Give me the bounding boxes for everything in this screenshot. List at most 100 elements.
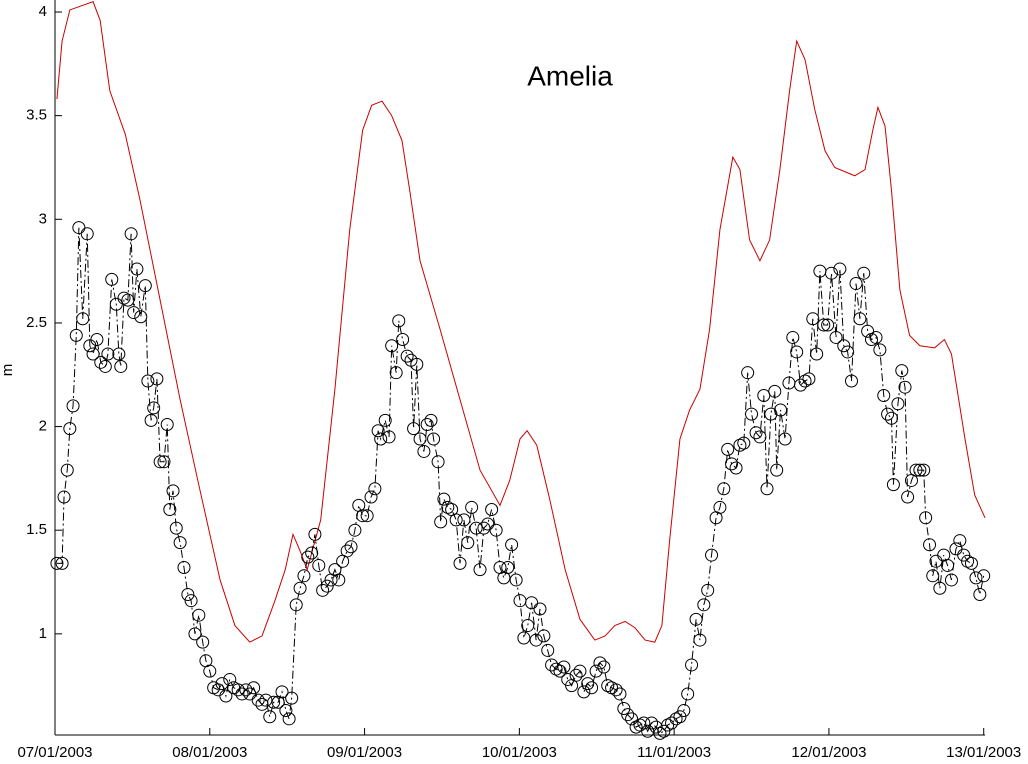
data-point (810, 347, 824, 361)
data-point (589, 664, 603, 678)
data-point (431, 455, 445, 469)
data-point (645, 716, 659, 730)
data-point (469, 521, 483, 535)
data-point (434, 515, 448, 529)
data-point (60, 463, 74, 477)
data-point (969, 571, 983, 585)
data-point (55, 556, 69, 570)
y-tick-label: 3.5 (26, 107, 47, 124)
data-point (157, 455, 171, 469)
data-point (881, 407, 895, 421)
data-point (144, 413, 158, 427)
data-point (621, 708, 635, 722)
data-point (857, 266, 871, 280)
data-point (247, 681, 261, 695)
data-point (461, 536, 475, 550)
data-point (316, 583, 330, 597)
data-point (884, 411, 898, 425)
data-point (192, 608, 206, 622)
data-point (457, 513, 471, 527)
data-point (873, 343, 887, 357)
data-point (340, 544, 354, 558)
data-point (173, 536, 187, 550)
data-point (121, 293, 135, 307)
data-point (895, 364, 909, 378)
data-point (625, 712, 639, 726)
data-point (717, 482, 731, 496)
y-tick-label: 2 (39, 418, 47, 435)
data-point (297, 569, 311, 583)
data-point (802, 372, 816, 386)
data-point (160, 418, 174, 432)
data-point (749, 426, 763, 440)
data-point (701, 583, 715, 597)
data-point (929, 554, 943, 568)
data-point (909, 463, 923, 477)
data-point (127, 306, 141, 320)
data-point (665, 716, 679, 730)
chart-title: Amelia (527, 60, 613, 91)
x-tick-label: 07/01/2003 (17, 744, 92, 761)
data-point (389, 366, 403, 380)
data-point (849, 277, 863, 291)
data-point (953, 534, 967, 548)
data-point (63, 422, 77, 436)
data-point (392, 314, 406, 328)
data-point (529, 633, 543, 647)
data-point (933, 581, 947, 595)
data-point (203, 664, 217, 678)
data-point (263, 710, 277, 724)
x-tick-label: 12/01/2003 (791, 744, 866, 761)
data-point (134, 310, 148, 324)
data-point (86, 347, 100, 361)
data-point (641, 724, 655, 738)
data-point (593, 656, 607, 670)
data-point (105, 272, 119, 286)
data-point (364, 490, 378, 504)
data-point (537, 629, 551, 643)
data-point (72, 221, 86, 235)
data-point (374, 432, 388, 446)
data-point (382, 430, 396, 444)
x-tick-label: 09/01/2003 (327, 744, 402, 761)
data-point (481, 517, 495, 531)
data-point (344, 540, 358, 554)
data-point (141, 374, 155, 388)
data-point (561, 672, 575, 686)
data-point (473, 563, 487, 577)
data-point (705, 548, 719, 562)
data-point (760, 482, 774, 496)
data-point (308, 527, 322, 541)
data-point (741, 366, 755, 380)
data-point (609, 683, 623, 697)
data-point (465, 500, 479, 514)
data-point (196, 635, 210, 649)
x-tick-label: 08/01/2003 (172, 744, 247, 761)
data-point (977, 569, 991, 583)
data-point (301, 550, 315, 564)
data-point (427, 432, 441, 446)
data-point (837, 339, 851, 353)
data-point (90, 333, 104, 347)
data-point (737, 436, 751, 450)
data-point (305, 546, 319, 560)
data-point (545, 658, 559, 672)
data-point (177, 561, 191, 575)
data-point (163, 502, 177, 516)
data-point (188, 627, 202, 641)
x-tick-label: 11/01/2003 (637, 744, 711, 761)
data-point (898, 380, 912, 394)
data-point (677, 704, 691, 718)
data-point (673, 710, 687, 724)
data-point (275, 685, 289, 699)
data-point (919, 511, 933, 525)
data-point (420, 418, 434, 432)
data-point (360, 509, 374, 523)
data-point (877, 388, 891, 402)
data-point (332, 573, 346, 587)
data-point (917, 463, 931, 477)
data-point (973, 587, 987, 601)
data-point (320, 579, 334, 593)
data-point (413, 432, 427, 446)
data-point (282, 712, 296, 726)
